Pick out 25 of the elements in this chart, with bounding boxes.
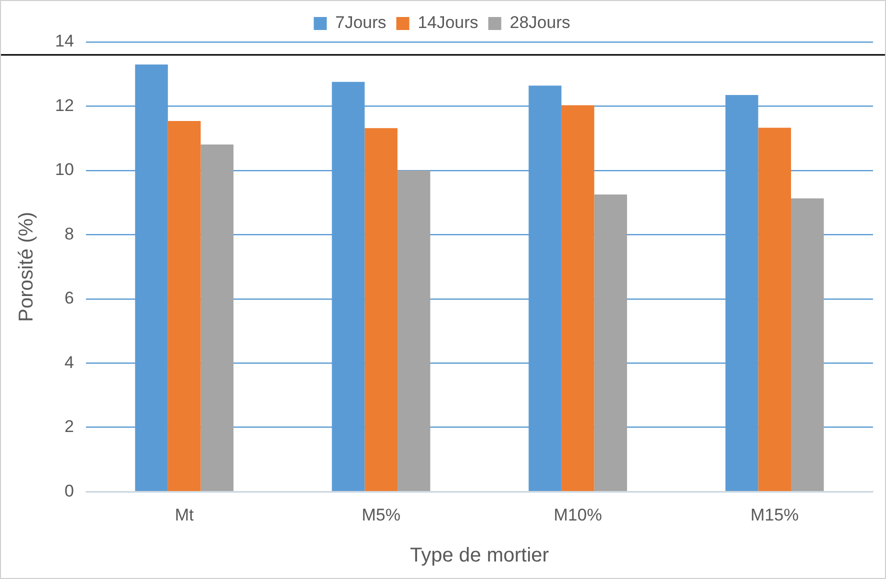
y-tick-label: 0 (64, 481, 74, 500)
bar (791, 198, 824, 491)
y-tick-label: 4 (64, 352, 74, 372)
x-tick-label: M5% (362, 505, 400, 524)
y-axis-title: Porosité (%) (16, 212, 38, 322)
x-tick-label: M15% (750, 505, 799, 524)
legend-label: 7Jours (335, 13, 386, 32)
bar (594, 194, 628, 491)
bar (364, 128, 398, 491)
bar (200, 144, 234, 491)
x-tick-label: Mt (174, 505, 194, 524)
y-tick-label: 6 (64, 288, 74, 308)
bar (758, 128, 792, 491)
y-tick-label: 12 (54, 96, 74, 115)
y-tick-label: 2 (64, 417, 74, 436)
x-axis-title: Type de mortier (410, 544, 550, 567)
bar (397, 170, 430, 491)
y-tick-label: 14 (54, 32, 74, 51)
y-tick-label: 8 (64, 224, 74, 244)
bar (561, 105, 594, 491)
x-tick-label: M10% (554, 505, 602, 524)
legend-label: 14Jours (418, 13, 478, 32)
legend-label: 28Jours (510, 13, 570, 32)
bar (168, 121, 201, 491)
y-tick-label: 10 (54, 160, 74, 180)
